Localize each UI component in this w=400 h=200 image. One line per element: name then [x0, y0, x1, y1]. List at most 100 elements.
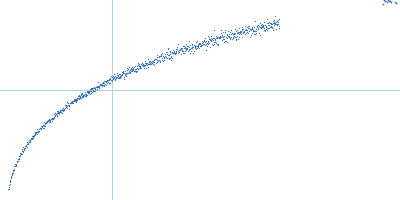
Point — [180, 49, 186, 52]
Point — [194, 44, 200, 48]
Point — [142, 63, 148, 66]
Point — [106, 78, 113, 81]
Point — [178, 53, 184, 56]
Point — [253, 30, 260, 33]
Point — [248, 27, 254, 30]
Point — [258, 25, 264, 29]
Point — [162, 55, 168, 58]
Point — [136, 66, 142, 69]
Point — [117, 72, 124, 75]
Point — [176, 50, 182, 53]
Point — [68, 101, 75, 104]
Point — [198, 44, 205, 47]
Point — [182, 46, 189, 50]
Point — [256, 25, 262, 28]
Point — [16, 154, 23, 157]
Point — [211, 29, 218, 32]
Point — [80, 93, 87, 96]
Point — [381, 0, 388, 2]
Point — [170, 52, 177, 55]
Point — [176, 48, 183, 51]
Point — [212, 37, 218, 41]
Point — [134, 69, 140, 72]
Point — [41, 123, 47, 126]
Point — [253, 28, 259, 31]
Point — [164, 56, 170, 59]
Point — [151, 60, 157, 64]
Point — [151, 59, 157, 62]
Point — [207, 38, 213, 41]
Point — [218, 36, 224, 39]
Point — [88, 90, 94, 93]
Point — [251, 32, 257, 35]
Point — [16, 157, 22, 160]
Point — [139, 61, 145, 64]
Point — [189, 45, 195, 48]
Point — [187, 43, 194, 46]
Point — [160, 54, 166, 57]
Point — [234, 35, 240, 38]
Point — [150, 60, 157, 63]
Point — [24, 145, 30, 148]
Point — [20, 148, 27, 151]
Point — [115, 76, 121, 80]
Point — [240, 31, 246, 34]
Point — [66, 102, 73, 105]
Point — [21, 147, 28, 150]
Point — [131, 69, 138, 72]
Point — [9, 171, 16, 174]
Point — [109, 80, 115, 83]
Point — [234, 31, 240, 35]
Point — [22, 144, 29, 148]
Point — [266, 21, 272, 24]
Point — [80, 95, 86, 98]
Point — [45, 120, 51, 123]
Point — [229, 38, 236, 41]
Point — [108, 79, 114, 82]
Point — [211, 40, 217, 43]
Point — [76, 93, 83, 97]
Point — [7, 180, 14, 183]
Point — [79, 92, 86, 95]
Point — [122, 74, 129, 77]
Point — [10, 171, 16, 175]
Point — [392, 0, 398, 4]
Point — [90, 86, 96, 89]
Point — [99, 84, 105, 87]
Point — [125, 71, 132, 75]
Point — [14, 157, 21, 161]
Point — [90, 88, 96, 91]
Point — [46, 120, 52, 123]
Point — [210, 39, 216, 42]
Point — [164, 53, 171, 56]
Point — [153, 59, 160, 62]
Point — [262, 29, 268, 33]
Point — [151, 63, 158, 67]
Point — [133, 68, 139, 71]
Point — [94, 84, 101, 87]
Point — [78, 97, 84, 100]
Point — [207, 46, 214, 49]
Point — [105, 80, 111, 83]
Point — [50, 117, 56, 120]
Point — [6, 182, 13, 185]
Point — [175, 42, 182, 45]
Point — [136, 66, 143, 69]
Point — [54, 111, 61, 114]
Point — [254, 24, 260, 27]
Point — [42, 122, 49, 125]
Point — [68, 102, 74, 105]
Point — [46, 120, 53, 124]
Point — [114, 75, 121, 78]
Point — [254, 28, 261, 31]
Point — [131, 69, 138, 72]
Point — [250, 28, 256, 31]
Point — [73, 98, 79, 101]
Point — [15, 160, 21, 163]
Point — [97, 83, 103, 86]
Point — [124, 66, 130, 70]
Point — [5, 188, 12, 191]
Point — [249, 26, 256, 30]
Point — [90, 89, 96, 92]
Point — [222, 31, 228, 34]
